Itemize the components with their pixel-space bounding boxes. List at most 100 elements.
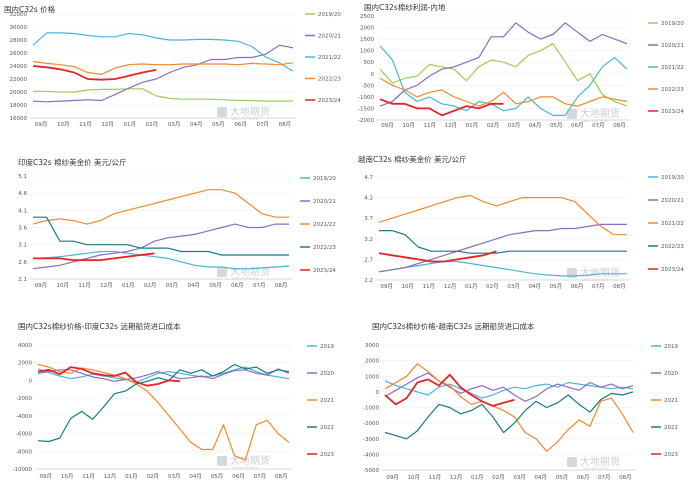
x-tick-label: 09月: [35, 121, 48, 128]
legend-label: 2020: [664, 371, 678, 377]
y-tick-label: 2500: [360, 14, 374, 20]
legend-label: 2021/22: [661, 221, 684, 227]
legend-label: 2020/21: [661, 43, 684, 49]
y-tick-label: -2000: [363, 421, 379, 427]
x-tick-label: 06月: [571, 122, 584, 129]
x-tick-label: 08月: [613, 283, 626, 290]
y-tick-label: -6000: [16, 432, 32, 438]
y-tick-label: 3.6: [18, 226, 27, 232]
y-tick-label: 20000: [10, 90, 28, 96]
x-tick-label: 04月: [190, 121, 203, 128]
y-tick-label: 2.1: [18, 277, 27, 283]
series-line-2021-22: [379, 45, 628, 117]
series-line-2020-21: [378, 223, 627, 273]
x-tick-label: 05月: [209, 282, 222, 289]
legend-label: 2022/23: [313, 245, 336, 251]
y-tick-label: -3000: [363, 437, 379, 443]
y-tick-label: 0: [29, 378, 33, 384]
legend-label: 2019: [664, 344, 678, 350]
x-tick-label: 02月: [144, 282, 157, 289]
y-tick-label: 1000: [365, 374, 379, 380]
series-line-2019: [37, 366, 290, 383]
legend-label: 2019/20: [661, 21, 684, 27]
x-tick-label: 10月: [408, 474, 421, 481]
series-line-2023-24: [379, 98, 504, 117]
chart-title: 国内C32s棉纱价格-印度C32s 远期船货进口成本: [18, 321, 181, 331]
series-line-2019-20: [33, 88, 293, 102]
y-tick-label: 24000: [10, 64, 28, 70]
chart-title: 国内C32s棉纱利润-内地: [364, 2, 446, 12]
chart-panel-2: 国内C32s棉纱利润-内地 -2000 -1500 -1000 -500 0 500 1000…: [358, 2, 684, 129]
watermark-text: 大地期货: [580, 455, 620, 468]
y-tick-label: 2000: [18, 361, 32, 367]
y-tick-label: -4000: [16, 414, 32, 420]
series-line-2019-20: [378, 260, 627, 277]
legend-label: 2022: [664, 425, 678, 431]
legend-label: 2022/23: [318, 77, 341, 83]
x-tick-label: 03月: [166, 282, 179, 289]
x-tick-label: 01月: [465, 283, 478, 290]
chart-panel-4: 越南C32s 棉纱美金价 美元/公斤 2.2 2.7 3.2 3.7 4.2 4.7 09月 1…: [358, 154, 684, 290]
y-tick-label: 28000: [10, 38, 28, 44]
series-line-2023-24: [378, 250, 497, 263]
y-tick-label: -4000: [363, 452, 379, 458]
x-tick-label: 09月: [39, 473, 52, 480]
y-tick-label: -8000: [16, 449, 32, 455]
x-tick-label: 04月: [535, 474, 548, 481]
series-line-2022-23: [33, 216, 289, 256]
y-tick-label: 4000: [18, 343, 32, 349]
x-tick-label: 03月: [508, 122, 521, 129]
x-tick-label: 04月: [529, 122, 542, 129]
y-tick-label: -500: [362, 83, 375, 89]
x-tick-label: 09月: [380, 283, 393, 290]
series-line-2020: [384, 372, 634, 402]
y-tick-label: 0: [371, 72, 375, 78]
x-tick-label: 02月: [486, 283, 499, 290]
y-tick-label: 30000: [10, 25, 28, 31]
x-tick-label: 12月: [445, 122, 458, 129]
chart-panel-5: 国内C32s棉纱价格-印度C32s 远期船货进口成本 -10000 -8000 -60…: [13, 321, 335, 480]
y-tick-label: 3.1: [18, 243, 27, 249]
x-tick-label: 12月: [100, 282, 113, 289]
y-tick-label: -2000: [358, 118, 374, 124]
series-line-2021: [384, 363, 634, 452]
x-tick-label: 09月: [381, 122, 394, 129]
y-tick-label: -2000: [16, 396, 32, 402]
x-tick-label: 08月: [275, 473, 288, 480]
y-tick-label: -1000: [363, 406, 379, 412]
series-line-2022-23: [32, 60, 294, 76]
y-tick-label: 4.2: [364, 196, 373, 202]
watermark-icon: [217, 107, 227, 117]
legend-label: 2019: [320, 344, 334, 350]
watermark-subtext: DADI FUTURES: [582, 467, 609, 471]
y-tick-label: 2.7: [364, 257, 373, 263]
y-tick-label: 3000: [365, 343, 379, 349]
series-line-2019-20: [379, 43, 628, 107]
watermark-text: 大地期货: [580, 107, 620, 120]
chart-panel-3: 印度C32s 棉纱美金价 美元/公斤 2.1 2.6 3.1 3.6 4.1 4.6 5.1 0…: [18, 157, 336, 289]
series-line-2021-22: [32, 189, 289, 225]
series-line-2023-24: [32, 65, 157, 81]
x-tick-label: 03月: [168, 121, 181, 128]
x-tick-label: 06月: [232, 473, 245, 480]
watermark-icon: [567, 457, 577, 467]
x-tick-label: 10月: [61, 473, 74, 480]
x-tick-label: 07月: [254, 473, 267, 480]
y-tick-label: 3.2: [364, 237, 373, 243]
y-tick-label: -1500: [358, 106, 374, 112]
x-tick-label: 02月: [492, 474, 505, 481]
legend-label: 2020/21: [661, 198, 684, 204]
series-line-2020: [37, 368, 290, 382]
series-line-2022-23: [379, 77, 628, 107]
legend-label: 2023: [664, 452, 678, 458]
x-tick-label: 11月: [423, 283, 436, 290]
legend-label: 2020: [320, 371, 334, 377]
x-tick-label: 08月: [613, 122, 626, 129]
chart-title: 国内C32s棉纱价格-越南C32s 远期船货进口成本: [372, 321, 535, 331]
watermark-subtext: DADI FUTURES: [582, 278, 609, 282]
x-tick-label: 07月: [257, 121, 270, 128]
series-line-2022: [384, 391, 634, 440]
legend-label: 2023/24: [661, 267, 684, 273]
